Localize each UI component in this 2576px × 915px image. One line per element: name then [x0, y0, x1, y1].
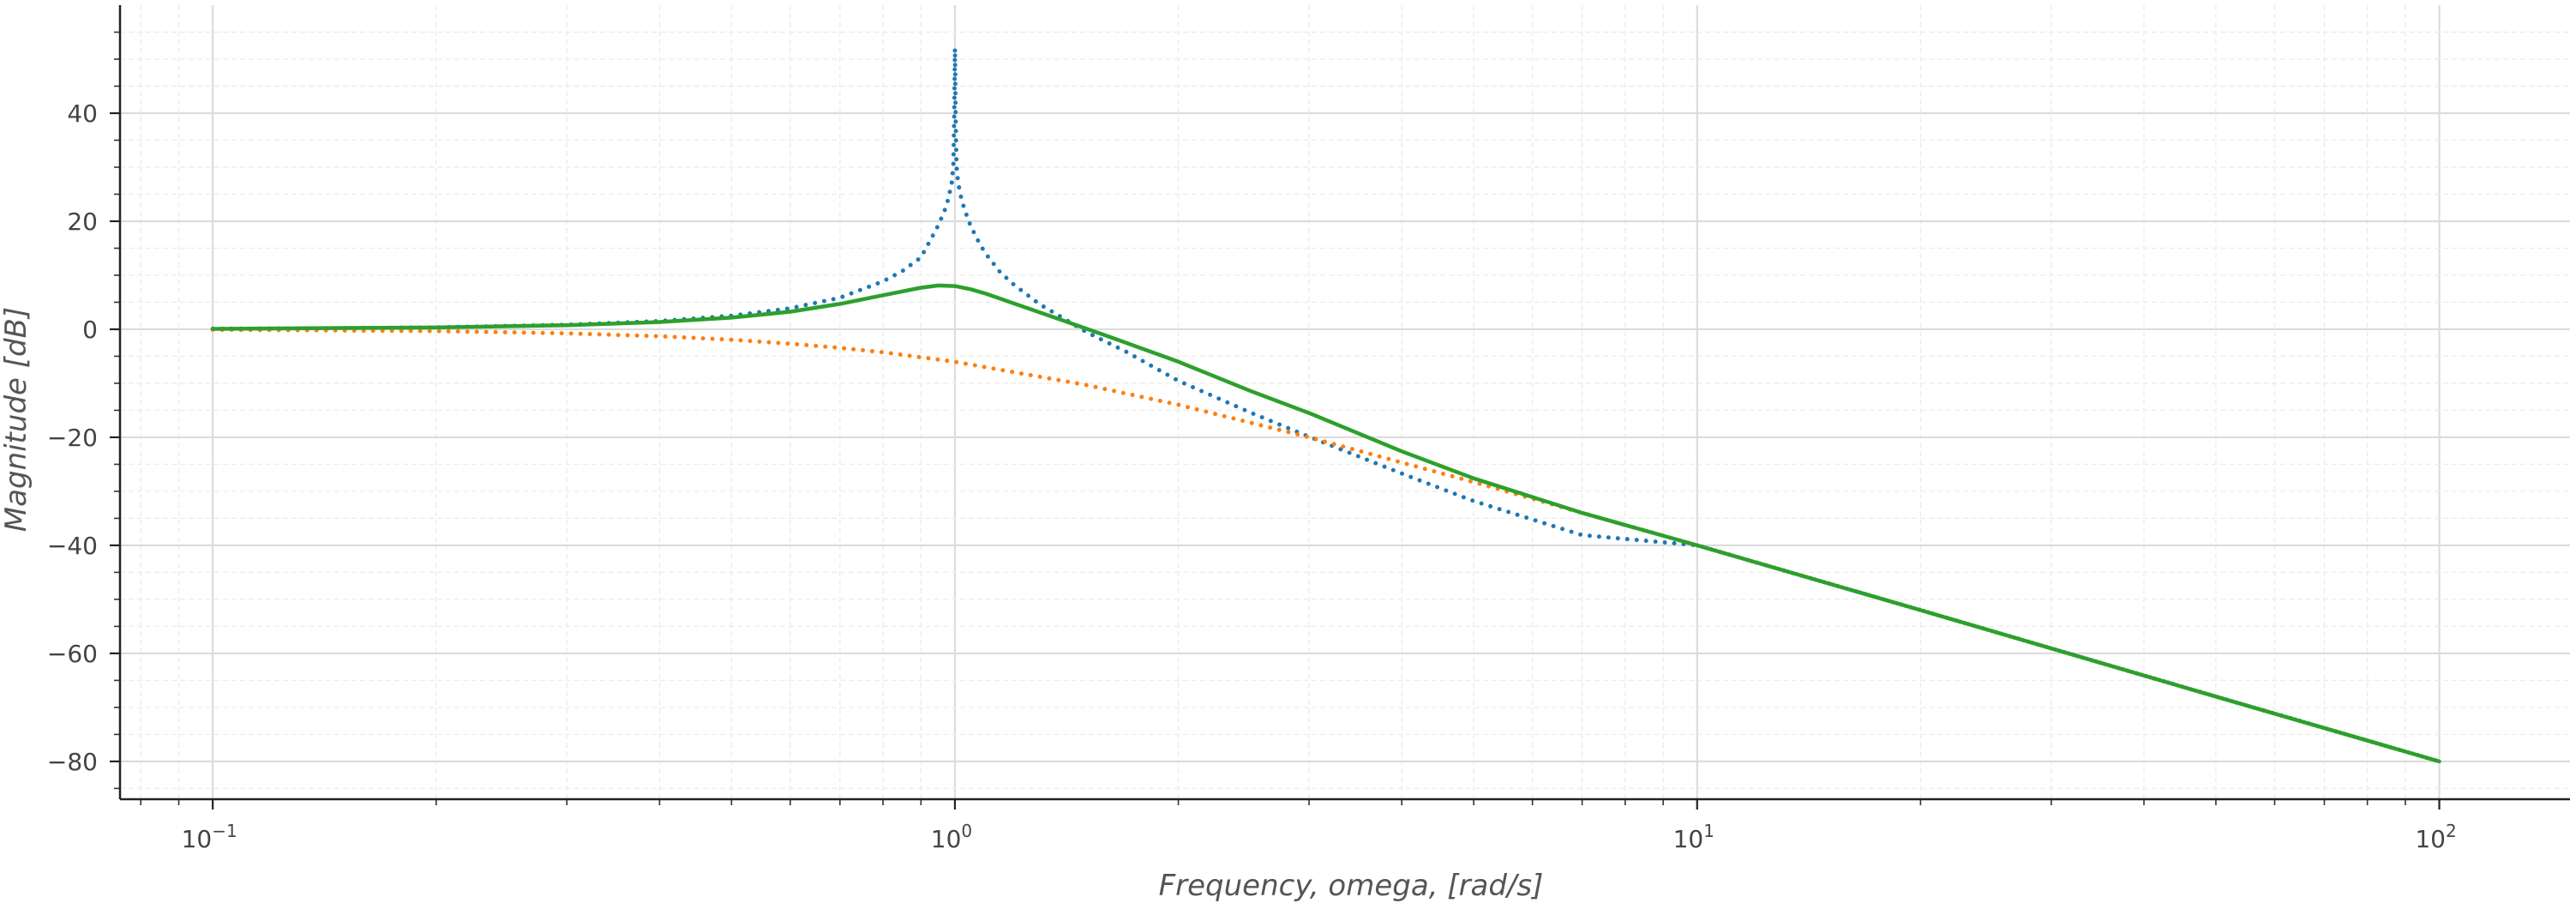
tick-labels: 40 20 0 −20 −40 −60 −80 10−1 100 101 102 — [47, 99, 2457, 853]
y-tick-label: −80 — [47, 748, 98, 776]
y-tick-label: 0 — [82, 316, 98, 344]
axes — [110, 5, 2570, 810]
y-tick-label: −40 — [47, 532, 98, 560]
x-axis-label: Frequency, omega, [rad/s] — [1159, 869, 1544, 903]
y-tick-label: 40 — [67, 99, 98, 128]
plot-area — [120, 5, 2570, 799]
y-axis-label: Magnitude [dB] — [0, 307, 33, 532]
x-tick-label: 10−1 — [182, 821, 237, 853]
y-tick-label: −60 — [47, 640, 98, 668]
grid-lines — [120, 5, 2570, 799]
x-tick-label: 100 — [931, 821, 972, 853]
y-tick-label: 20 — [67, 208, 98, 236]
x-tick-label: 102 — [2415, 821, 2456, 853]
x-tick-label: 101 — [1673, 821, 1714, 853]
y-tick-label: −20 — [47, 424, 98, 452]
series-3-line — [210, 283, 2441, 764]
series-lines — [210, 45, 2441, 764]
